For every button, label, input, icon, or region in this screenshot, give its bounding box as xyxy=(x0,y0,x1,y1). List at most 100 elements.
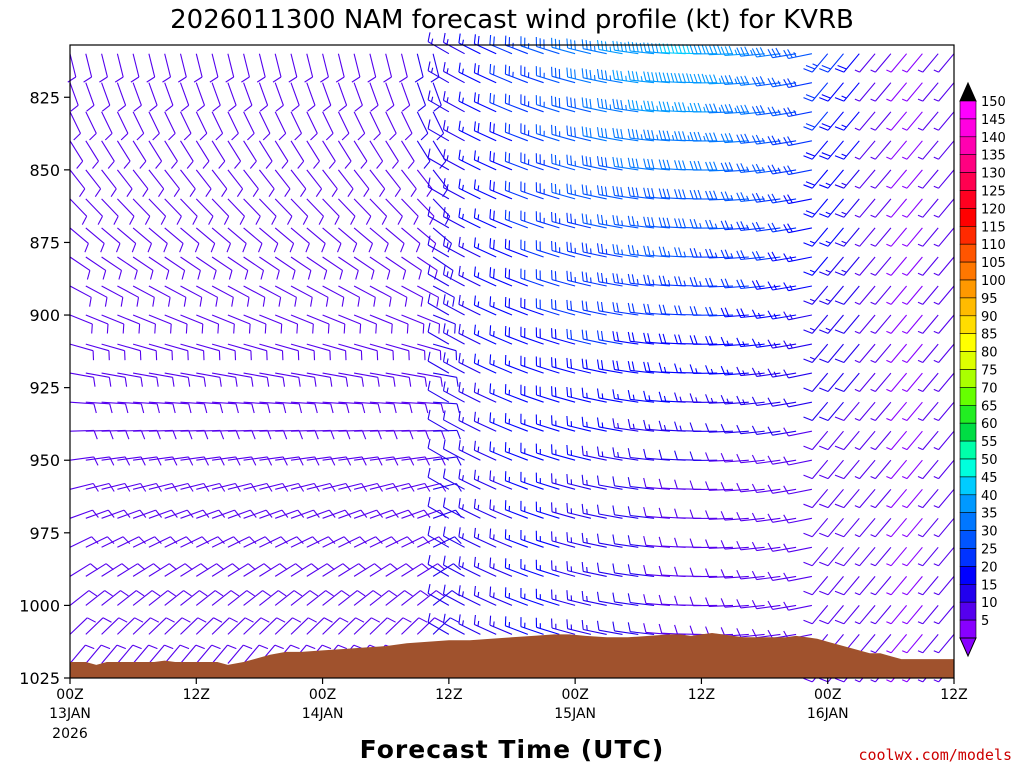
wind-barb xyxy=(132,617,160,635)
wind-barb xyxy=(369,482,399,492)
wind-barb xyxy=(886,285,908,305)
wind-barb xyxy=(442,497,465,519)
wind-barb xyxy=(101,227,121,253)
wind-barb xyxy=(933,227,955,247)
wind-barb xyxy=(385,343,410,361)
colorbar-swatch xyxy=(959,261,977,281)
wind-barb xyxy=(473,121,497,142)
wind-barb xyxy=(290,617,317,635)
wind-barb xyxy=(870,372,892,393)
colorbar-label: 15 xyxy=(981,578,998,593)
wind-barb xyxy=(917,285,939,305)
wind-barb xyxy=(427,61,450,84)
wind-barb xyxy=(489,122,513,142)
wind-barb xyxy=(870,111,892,131)
wind-barb xyxy=(736,279,765,290)
wind-barb xyxy=(211,198,230,225)
wind-barb xyxy=(767,397,797,407)
wind-barb xyxy=(736,46,765,57)
wind-barb xyxy=(901,546,923,567)
wind-barb xyxy=(489,499,513,519)
x-tick-date: 14JAN xyxy=(302,706,344,722)
wind-barb xyxy=(819,198,844,218)
wind-barb xyxy=(767,193,797,204)
wind-barb xyxy=(432,563,462,577)
wind-barb xyxy=(432,343,458,361)
wind-barb xyxy=(164,456,194,466)
wind-barb xyxy=(227,227,247,253)
wind-barb xyxy=(917,517,939,538)
wind-barb xyxy=(67,53,77,83)
wind-barb xyxy=(401,198,419,225)
wind-barb xyxy=(705,423,734,433)
wind-barb xyxy=(473,411,497,432)
wind-barb xyxy=(720,423,749,434)
wind-barb xyxy=(783,369,813,379)
wind-barb xyxy=(290,509,320,519)
wind-barb xyxy=(353,482,383,492)
wind-barb xyxy=(751,279,781,290)
wind-barb xyxy=(180,111,192,141)
wind-barb xyxy=(306,482,336,492)
colorbar-swatch xyxy=(959,566,977,585)
wind-barb xyxy=(834,53,860,73)
wind-barb xyxy=(854,198,876,218)
wind-barb xyxy=(353,198,372,225)
wind-barb xyxy=(736,453,765,464)
wind-barb xyxy=(504,296,528,316)
wind-barb xyxy=(751,483,781,494)
wind-barb xyxy=(401,536,431,548)
wind-barb xyxy=(427,293,450,316)
wind-barb xyxy=(306,314,330,334)
wind-barb xyxy=(85,227,105,253)
wind-barb xyxy=(596,330,623,345)
wind-barb xyxy=(520,617,544,635)
wind-barb xyxy=(736,511,765,522)
wind-barb xyxy=(751,338,781,348)
wind-barb xyxy=(886,517,908,538)
wind-barb xyxy=(520,123,544,142)
wind-barb xyxy=(180,169,196,198)
wind-barb xyxy=(259,617,286,635)
wind-barb xyxy=(69,372,96,387)
wind-barb xyxy=(442,32,465,55)
wind-barb xyxy=(442,265,465,287)
wind-barb xyxy=(117,314,141,334)
x-tick-time: 12Z xyxy=(688,687,715,703)
wind-barb xyxy=(751,512,781,523)
wind-barb xyxy=(69,82,79,112)
wind-barb xyxy=(290,285,313,307)
wind-barb xyxy=(643,594,670,606)
wind-barb xyxy=(535,95,560,113)
wind-barb xyxy=(705,335,734,346)
wind-barb xyxy=(886,111,908,131)
wind-barb xyxy=(767,135,797,146)
wind-barb xyxy=(385,285,408,307)
wind-barb xyxy=(819,140,844,160)
wind-barb xyxy=(427,90,450,113)
wind-barb xyxy=(596,301,623,316)
wind-barb xyxy=(720,511,749,521)
wind-barb xyxy=(85,82,95,112)
wind-barb xyxy=(612,98,639,113)
wind-barb xyxy=(612,244,639,258)
wind-barb xyxy=(551,502,576,519)
wind-barb xyxy=(627,273,655,287)
wind-barb xyxy=(69,256,91,280)
wind-barb xyxy=(275,456,304,466)
wind-barb xyxy=(290,372,317,387)
wind-barb xyxy=(164,536,194,548)
wind-barb xyxy=(241,53,250,83)
wind-barb xyxy=(901,256,923,276)
wind-barb xyxy=(164,227,184,253)
wind-barb xyxy=(180,590,208,606)
wind-barb xyxy=(933,343,955,364)
wind-barb xyxy=(803,82,829,102)
colorbar-swatch xyxy=(959,369,977,388)
wind-barb xyxy=(259,563,288,577)
wind-barb xyxy=(259,456,288,466)
wind-barb xyxy=(720,482,749,492)
wind-barb xyxy=(195,617,223,635)
wind-barb xyxy=(101,256,123,280)
wind-barb xyxy=(133,372,159,387)
